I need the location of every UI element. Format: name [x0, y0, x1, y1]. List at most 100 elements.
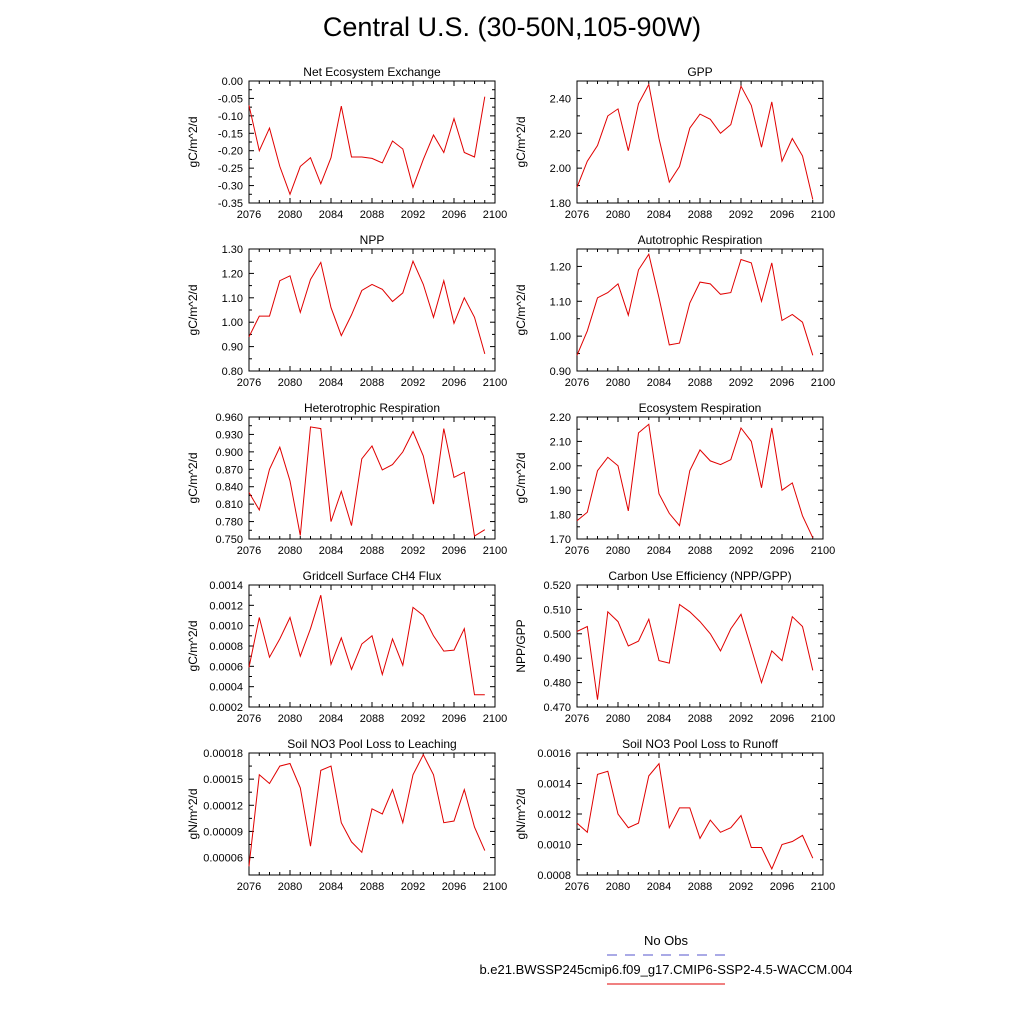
plot-frame — [248, 752, 496, 876]
y-tick-label: 0.900 — [215, 447, 243, 459]
x-tick-label: 2100 — [483, 545, 507, 557]
y-tick-label: 0.80 — [222, 366, 243, 378]
plot-frame — [576, 416, 824, 540]
chart-panel-1: Net Ecosystem Exchange gC/m^2/d 2076 2080 20… — [186, 65, 507, 221]
x-tick-label: 2084 — [319, 713, 343, 725]
y-tick-label: 2.40 — [550, 93, 571, 105]
y-tick-label: 1.00 — [222, 317, 243, 329]
y-tick-label: 0.0006 — [209, 661, 243, 673]
y-tick-label: 0.00018 — [203, 748, 243, 760]
y-tick-label: 1.20 — [222, 268, 243, 280]
chart-panel-10: Soil NO3 Pool Loss to Runoff gN/m^2/d 2076… — [514, 737, 835, 893]
chart-panel-4: Autotrophic Respiration gC/m^2/d 2076 2080 2… — [514, 233, 835, 389]
y-tick-label: 0.0012 — [537, 809, 571, 821]
x-tick-label: 2076 — [565, 713, 589, 725]
plot-frame — [248, 248, 496, 372]
y-tick-label: 0.480 — [543, 678, 571, 690]
x-tick-label: 2088 — [688, 713, 712, 725]
y-tick-label: 0.0010 — [209, 621, 243, 633]
y-tick-label: 2.20 — [550, 412, 571, 424]
plot-frame — [576, 752, 824, 876]
series-line — [248, 259, 486, 355]
y-tick-label: 0.490 — [543, 653, 571, 665]
x-tick-label: 2100 — [483, 713, 507, 725]
plot-frame — [248, 584, 496, 708]
y-tick-label: -0.30 — [218, 181, 243, 193]
y-tick-label: 1.80 — [550, 198, 571, 210]
x-tick-label: 2092 — [729, 713, 753, 725]
x-tick-label: 2092 — [729, 545, 753, 557]
x-tick-label: 2088 — [688, 545, 712, 557]
y-tick-label: -0.15 — [218, 128, 243, 140]
x-tick-label: 2084 — [647, 881, 671, 893]
y-tick-label: -0.20 — [218, 146, 243, 158]
chart-panel-2: GPP gC/m^2/d 2076 2080 2084 2088 2092 2096 2100 1… — [514, 65, 835, 221]
y-tick-label: 0.00 — [222, 76, 243, 88]
x-tick-label: 2088 — [688, 881, 712, 893]
y-tick-label: 0.500 — [543, 629, 571, 641]
y-axis-label: gC/m^2/d — [186, 453, 200, 504]
x-tick-label: 2076 — [565, 209, 589, 221]
x-tick-label: 2080 — [278, 881, 302, 893]
x-tick-label: 2088 — [688, 209, 712, 221]
chart-panel-6: Ecosystem Respiration gC/m^2/d 2076 2080 208… — [514, 401, 835, 557]
legend: No Obs b.e21.BWSSP245cmip6.f09_g17.CMIP6-… — [479, 933, 853, 985]
chart-panel-3: NPP gC/m^2/d 2076 2080 2084 2088 2092 2096 2100 0… — [186, 233, 507, 389]
x-tick-label: 2100 — [483, 881, 507, 893]
x-tick-label: 2088 — [360, 545, 384, 557]
x-tick-label: 2092 — [401, 713, 425, 725]
y-axis-label: gC/m^2/d — [514, 117, 528, 168]
series-line — [576, 423, 814, 539]
legend-obs-label: No Obs — [644, 933, 689, 948]
y-tick-label: 0.0004 — [209, 682, 243, 694]
y-axis-label: gC/m^2/d — [186, 117, 200, 168]
x-tick-label: 2088 — [688, 377, 712, 389]
y-axis-label: gN/m^2/d — [514, 789, 528, 840]
x-tick-label: 2096 — [770, 545, 794, 557]
y-tick-label: 0.0008 — [537, 870, 571, 882]
y-axis-label: gC/m^2/d — [514, 453, 528, 504]
y-tick-label: 0.870 — [215, 464, 243, 476]
x-tick-label: 2100 — [811, 209, 835, 221]
plot-frame — [576, 584, 824, 708]
x-tick-label: 2100 — [811, 545, 835, 557]
y-tick-label: 0.510 — [543, 604, 571, 616]
y-tick-label: 0.00012 — [203, 800, 243, 812]
series-line — [576, 762, 814, 871]
y-tick-label: 2.00 — [550, 461, 571, 473]
y-tick-label: 1.20 — [550, 261, 571, 273]
x-tick-label: 2088 — [360, 209, 384, 221]
y-tick-label: -0.10 — [218, 111, 243, 123]
x-tick-label: 2092 — [401, 881, 425, 893]
figure-title: Central U.S. (30-50N,105-90W) — [322, 12, 702, 42]
plot-frame — [576, 80, 824, 204]
x-tick-label: 2076 — [237, 545, 261, 557]
y-tick-label: 2.20 — [550, 128, 571, 140]
x-tick-label: 2088 — [360, 713, 384, 725]
y-tick-label: 1.30 — [222, 244, 243, 256]
chart-title: Carbon Use Efficiency (NPP/GPP) — [608, 569, 791, 583]
x-tick-label: 2096 — [770, 377, 794, 389]
y-tick-label: 0.810 — [215, 499, 243, 511]
y-tick-label: 0.0002 — [209, 702, 243, 714]
y-tick-label: 0.00006 — [203, 853, 243, 865]
chart-title: Net Ecosystem Exchange — [303, 65, 441, 79]
y-tick-label: -0.25 — [218, 163, 243, 175]
x-tick-label: 2092 — [401, 377, 425, 389]
series-line — [248, 96, 486, 196]
x-tick-label: 2096 — [442, 209, 466, 221]
x-tick-label: 2092 — [729, 377, 753, 389]
chart-title: Ecosystem Respiration — [639, 401, 762, 415]
y-tick-label: 0.00009 — [203, 826, 243, 838]
y-axis-label: gC/m^2/d — [514, 285, 528, 336]
x-tick-label: 2080 — [278, 209, 302, 221]
x-tick-label: 2084 — [319, 881, 343, 893]
x-tick-label: 2096 — [770, 881, 794, 893]
y-tick-label: 0.930 — [215, 429, 243, 441]
x-tick-label: 2084 — [647, 377, 671, 389]
x-tick-label: 2080 — [606, 713, 630, 725]
chart-title: Autotrophic Respiration — [638, 233, 763, 247]
chart-panel-8: Carbon Use Efficiency (NPP/GPP) NPP/GPP 20… — [514, 569, 835, 725]
plot-frame — [248, 416, 496, 540]
